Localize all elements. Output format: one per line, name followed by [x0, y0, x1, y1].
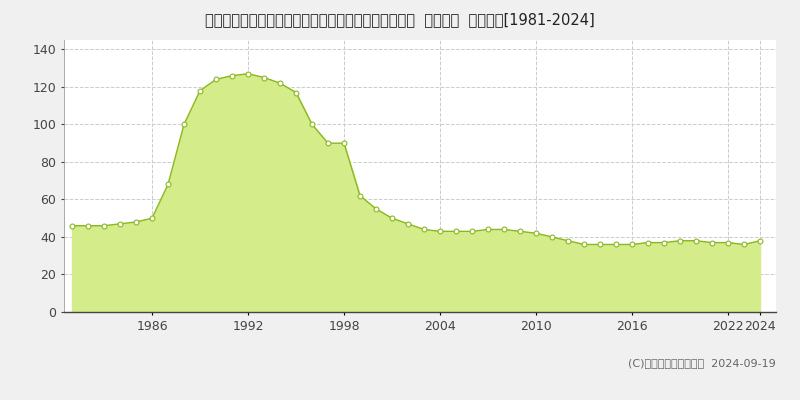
Text: 東京都西多摩郡瑞穂町大字箱根ケ崎字狭山１８８番６  公示地価  地価推移[1981-2024]: 東京都西多摩郡瑞穂町大字箱根ケ崎字狭山１８８番６ 公示地価 地価推移[1981-…	[205, 12, 595, 27]
Text: (C)土地価格ドットコム  2024-09-19: (C)土地価格ドットコム 2024-09-19	[628, 358, 776, 368]
